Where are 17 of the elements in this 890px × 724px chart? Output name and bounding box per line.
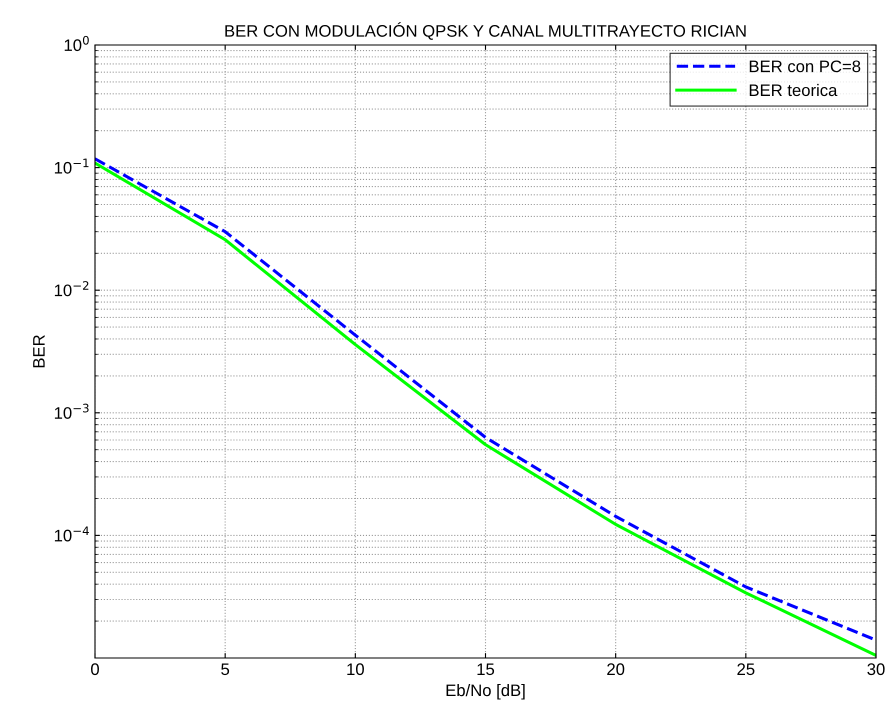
y-tick-label: 10$^{−4}$ bbox=[54, 526, 89, 542]
x-axis-title: Eb/No [dB] bbox=[446, 684, 525, 700]
y-tick-label: 10$^{−1}$ bbox=[54, 158, 88, 174]
legend-label: BER con PC=8 bbox=[750, 60, 860, 72]
y-tick-label: 10$^{−3}$ bbox=[54, 404, 89, 419]
y-axis-title: BER bbox=[33, 335, 45, 368]
x-tick-label: 15 bbox=[478, 663, 494, 676]
legend-label: BER teorica bbox=[750, 84, 838, 96]
y-tick-label: 10$^{−2}$ bbox=[54, 281, 88, 296]
chart-title: BER CON MODULACIÓN QPSK Y CANAL MULTITRAYECTO RICIAN bbox=[225, 22, 746, 40]
x-tick-label: 10 bbox=[347, 663, 364, 676]
x-tick-label: 5 bbox=[221, 663, 230, 676]
y-tick-label: 10$^{0}$ bbox=[64, 36, 89, 52]
x-tick-label: 30 bbox=[867, 663, 885, 676]
x-tick-label: 25 bbox=[737, 663, 754, 676]
x-tick-label: 20 bbox=[607, 663, 624, 676]
x-tick-label: 0 bbox=[91, 663, 99, 676]
